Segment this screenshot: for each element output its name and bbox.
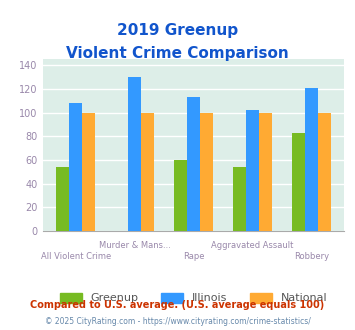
- Bar: [259, 113, 272, 231]
- Bar: [305, 88, 318, 231]
- Bar: [82, 113, 95, 231]
- Bar: [292, 133, 305, 231]
- Text: Murder & Mans...: Murder & Mans...: [99, 241, 170, 250]
- Bar: [56, 167, 69, 231]
- Text: Violent Crime Comparison: Violent Crime Comparison: [66, 46, 289, 61]
- Text: © 2025 CityRating.com - https://www.cityrating.com/crime-statistics/: © 2025 CityRating.com - https://www.city…: [45, 317, 310, 326]
- Legend: Greenup, Illinois, National: Greenup, Illinois, National: [55, 288, 332, 308]
- Text: Compared to U.S. average. (U.S. average equals 100): Compared to U.S. average. (U.S. average …: [31, 300, 324, 310]
- Text: All Violent Crime: All Violent Crime: [40, 251, 111, 261]
- Bar: [246, 110, 259, 231]
- Bar: [187, 97, 200, 231]
- Text: Rape: Rape: [183, 251, 204, 261]
- Bar: [69, 103, 82, 231]
- Bar: [318, 113, 331, 231]
- Text: 2019 Greenup: 2019 Greenup: [117, 23, 238, 38]
- Bar: [200, 113, 213, 231]
- Bar: [174, 160, 187, 231]
- Text: Aggravated Assault: Aggravated Assault: [211, 241, 294, 250]
- Bar: [233, 167, 246, 231]
- Bar: [128, 77, 141, 231]
- Bar: [141, 113, 154, 231]
- Text: Robbery: Robbery: [294, 251, 329, 261]
